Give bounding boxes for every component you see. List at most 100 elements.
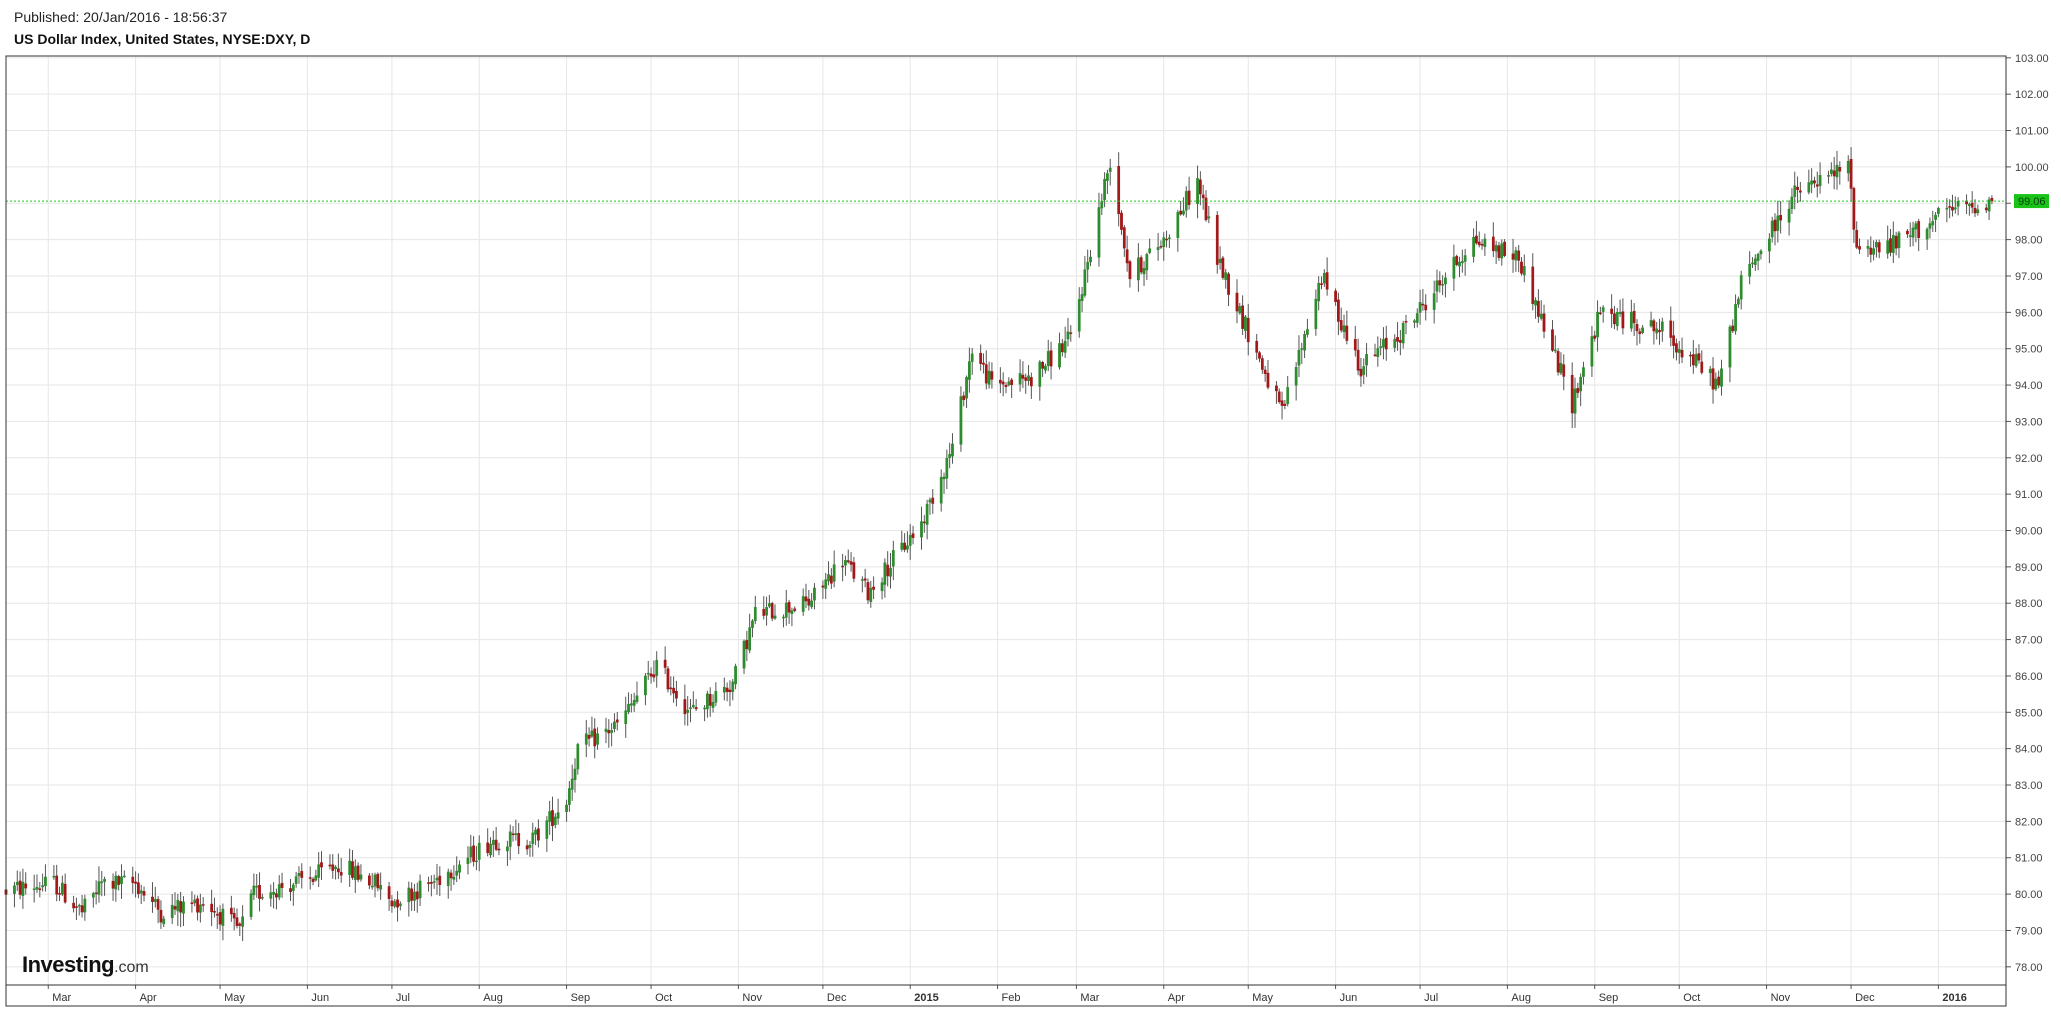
candle-up bbox=[1303, 334, 1306, 351]
candle-down bbox=[1852, 188, 1856, 230]
candle-up bbox=[1827, 175, 1830, 177]
candle-up bbox=[1027, 375, 1030, 381]
candle-up bbox=[1810, 180, 1814, 185]
candle-up bbox=[1103, 178, 1106, 200]
candle-up bbox=[103, 879, 106, 882]
candle-up bbox=[477, 842, 481, 860]
candle-down bbox=[1973, 207, 1977, 214]
candle-up bbox=[556, 812, 560, 819]
candle-down bbox=[990, 371, 994, 380]
candle-up bbox=[573, 768, 577, 780]
candle-up bbox=[632, 700, 636, 706]
candle-down bbox=[232, 912, 236, 919]
candle-down bbox=[356, 865, 360, 880]
candle-down bbox=[429, 882, 433, 884]
candle-up bbox=[1601, 307, 1605, 312]
candle-down bbox=[142, 891, 146, 896]
candle-down bbox=[725, 687, 729, 692]
candle-up bbox=[945, 457, 949, 479]
candle-up bbox=[1931, 221, 1935, 226]
candle-up bbox=[1751, 262, 1754, 265]
candle-down bbox=[1480, 244, 1484, 246]
candle-down bbox=[694, 707, 698, 710]
x-tick-label: May bbox=[1252, 992, 1273, 1004]
candle-down bbox=[1551, 329, 1554, 351]
candle-down bbox=[1128, 261, 1132, 280]
candle-up bbox=[1306, 329, 1309, 335]
candle-up bbox=[435, 877, 439, 881]
candle-up bbox=[691, 704, 695, 708]
candle-down bbox=[728, 689, 732, 693]
candle-down bbox=[1187, 190, 1191, 205]
candle-up bbox=[120, 876, 123, 884]
candle-up bbox=[1297, 349, 1301, 366]
candle-up bbox=[722, 686, 726, 693]
candle-up bbox=[452, 876, 456, 880]
candles-layer bbox=[4, 147, 1994, 942]
candle-up bbox=[418, 880, 422, 899]
y-tick-label: 97.00 bbox=[2015, 271, 2043, 283]
candle-up bbox=[629, 703, 633, 706]
y-tick-label: 100.00 bbox=[2015, 162, 2049, 174]
candle-up bbox=[1582, 367, 1585, 377]
candle-up bbox=[1875, 241, 1878, 248]
y-tick-label: 90.00 bbox=[2015, 525, 2043, 537]
candle-down bbox=[1246, 317, 1250, 343]
candle-up bbox=[624, 710, 628, 725]
candle-up bbox=[373, 874, 377, 887]
candle-up bbox=[987, 370, 991, 385]
candle-down bbox=[1773, 219, 1777, 232]
candle-down bbox=[72, 902, 75, 909]
candle-up bbox=[1694, 354, 1698, 367]
x-tick-label: 2015 bbox=[914, 992, 938, 1004]
candle-up bbox=[570, 778, 574, 790]
candle-up bbox=[1458, 261, 1461, 267]
candle-down bbox=[396, 899, 399, 908]
candle-down bbox=[1731, 325, 1735, 332]
candle-up bbox=[1866, 246, 1870, 249]
candle-up bbox=[584, 733, 588, 745]
candle-up bbox=[1846, 161, 1850, 174]
x-tick-label: Jul bbox=[1424, 992, 1438, 1004]
candle-up bbox=[706, 693, 709, 710]
candle-up bbox=[889, 567, 892, 577]
candle-up bbox=[1089, 256, 1092, 263]
candle-down bbox=[1669, 320, 1673, 338]
candle-up bbox=[1401, 323, 1405, 344]
candle-up bbox=[44, 876, 47, 887]
candle-up bbox=[1294, 367, 1298, 386]
candle-up bbox=[655, 659, 659, 676]
candle-down bbox=[1838, 166, 1842, 172]
candle-up bbox=[751, 620, 754, 628]
candle-up bbox=[908, 535, 912, 546]
candle-up bbox=[1218, 258, 1222, 264]
candle-down bbox=[337, 868, 340, 873]
candle-up bbox=[635, 695, 639, 702]
candle-down bbox=[1337, 299, 1340, 322]
candle-up bbox=[576, 744, 580, 770]
candle-down bbox=[1598, 312, 1602, 315]
candle-down bbox=[1984, 207, 1988, 211]
candle-down bbox=[911, 533, 915, 538]
candle-up bbox=[446, 871, 450, 886]
candle-up bbox=[432, 881, 436, 883]
candle-up bbox=[1494, 245, 1498, 252]
candle-up bbox=[1362, 366, 1366, 375]
candle-down bbox=[1711, 368, 1715, 390]
candle-down bbox=[1700, 361, 1704, 373]
logo-suffix-text: .com bbox=[114, 959, 149, 976]
candle-down bbox=[410, 888, 414, 901]
candle-up bbox=[968, 361, 971, 380]
candle-up bbox=[948, 453, 952, 458]
candle-down bbox=[1060, 343, 1064, 353]
candle-up bbox=[1393, 338, 1397, 348]
candle-up bbox=[241, 916, 244, 927]
candle-up bbox=[1168, 237, 1171, 240]
candle-down bbox=[1537, 300, 1540, 317]
candle-down bbox=[331, 864, 335, 871]
candle-up bbox=[1714, 378, 1718, 390]
candle-down bbox=[1398, 340, 1402, 343]
candle-down bbox=[1562, 364, 1566, 377]
candle-up bbox=[41, 885, 44, 888]
